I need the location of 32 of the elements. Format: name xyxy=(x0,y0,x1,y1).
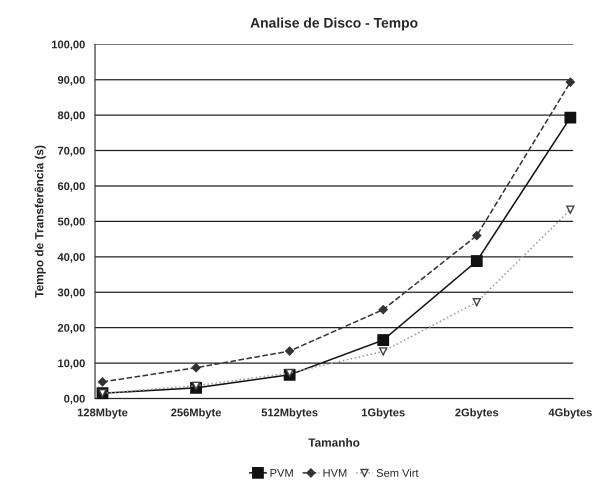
x-tick-label: 512Mbytes xyxy=(262,408,318,419)
x-axis-title: Tamanho xyxy=(308,438,360,447)
x-tick-label: 2Gbytes xyxy=(455,408,498,419)
point xyxy=(191,363,201,372)
y-axis-title: Tempo de Transferência (s) xyxy=(34,146,46,298)
point xyxy=(285,346,294,356)
point xyxy=(377,334,390,346)
point xyxy=(470,255,483,267)
y-tick-label: 90,00 xyxy=(58,76,85,86)
point xyxy=(564,112,576,124)
y-tick-label: 10,00 xyxy=(58,359,85,369)
x-tick-label: 1Gbytes xyxy=(362,408,405,419)
y-tick-label: 100,00 xyxy=(52,40,85,50)
y-tick-label: 40,00 xyxy=(58,253,85,263)
y-tick-label: 0,00 xyxy=(64,394,85,404)
point xyxy=(98,377,108,386)
point xyxy=(378,304,388,314)
x-tick-label: 4Gbytes xyxy=(548,408,592,419)
point xyxy=(566,78,575,87)
y-tick-label: 80,00 xyxy=(58,111,85,121)
legend-label: HVM xyxy=(323,469,346,477)
x-tick-label: 256Mbyte xyxy=(171,408,222,419)
legend-label: Sem Virt xyxy=(376,468,418,477)
point xyxy=(472,230,482,240)
y-tick-label: 70,00 xyxy=(58,146,85,156)
y-tick-label: 50,00 xyxy=(58,218,85,228)
x-tick-label: 128Mbyte xyxy=(78,408,128,419)
y-tick-label: 20,00 xyxy=(58,324,85,334)
y-tick-label: 30,00 xyxy=(58,288,85,298)
y-tick-label: 60,00 xyxy=(58,182,85,192)
chart-title: Analise de Disco - Tempo xyxy=(250,18,418,30)
legend-label: PVM xyxy=(270,469,293,477)
